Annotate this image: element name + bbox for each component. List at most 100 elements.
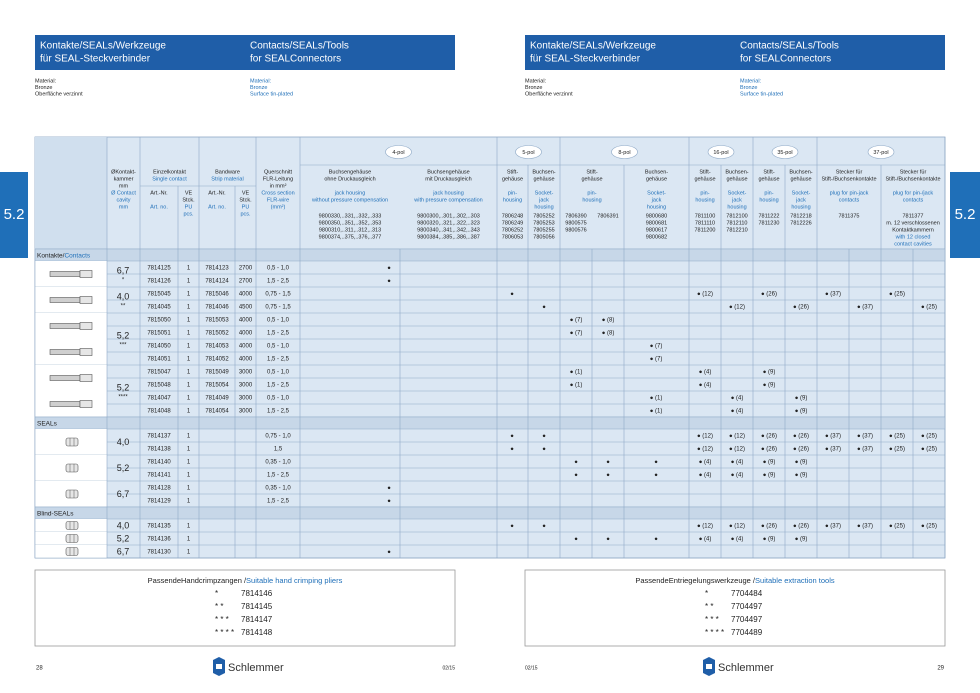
- logo-icon: [213, 657, 715, 676]
- part-number: 7806252: [502, 227, 523, 233]
- pack-unit: 1: [187, 318, 191, 324]
- tool-stars: ***: [119, 343, 127, 349]
- fit-mark: ● (37): [825, 434, 841, 440]
- tool-number: 7704497: [731, 602, 763, 611]
- fit-mark: ●: [542, 447, 546, 453]
- tool-number: 7814147: [241, 615, 273, 624]
- cross-section: 0,75 - 1,5: [265, 305, 291, 311]
- title-en: Contacts/SEALs/Tools: [250, 41, 349, 52]
- fit-mark: ● (1): [570, 383, 583, 389]
- part-number: 9800340,..341,..342,..343: [417, 227, 480, 233]
- part-number: 7812218: [790, 213, 811, 219]
- contact-body: [49, 401, 81, 407]
- part-number: 7812210: [726, 227, 747, 233]
- section-tab: [0, 172, 28, 258]
- pack-unit: 1: [187, 473, 191, 479]
- product-image: [49, 348, 93, 356]
- header-bar: [525, 35, 945, 70]
- cross-section: 0,5 - 1,0: [267, 266, 290, 272]
- tools-title-en: Suitable hand crimping pliers: [246, 576, 343, 585]
- sub-head-en: PU: [242, 204, 250, 210]
- seal-body: [65, 489, 79, 499]
- pack-unit: 1: [187, 396, 191, 402]
- sub-head-de: Art.-Nr.: [150, 190, 168, 196]
- fit-mark: ● (9): [795, 537, 808, 543]
- column-head-en: Socket-: [647, 190, 666, 196]
- section-row: [35, 507, 945, 519]
- sub-head-de: VE: [242, 190, 250, 196]
- strip-pack-unit: 4000: [239, 292, 253, 298]
- fit-mark: ●: [387, 499, 391, 505]
- strip-article-number: 7814046: [205, 305, 229, 311]
- product-image: [65, 547, 79, 556]
- column-head-en: plug for pin-/jack: [893, 190, 934, 196]
- tool-stars: *: [215, 589, 218, 598]
- column-head-de: Stift-: [586, 169, 597, 175]
- cavity-diameter: 5,2: [117, 382, 130, 392]
- cross-section: 1,5 - 2,5: [267, 499, 290, 505]
- column-head-en: (mm²): [271, 204, 286, 210]
- fit-mark: ● (37): [857, 305, 873, 311]
- table-frame: [34, 136, 946, 559]
- cross-section: 1,5: [274, 447, 283, 453]
- pack-unit: 1: [187, 524, 191, 530]
- part-number: 9800384,..385,..386,..387: [417, 234, 480, 240]
- tool-stars: * * * *: [215, 628, 234, 637]
- fit-mark: ● (12): [697, 292, 713, 298]
- contact-crimp: [79, 348, 93, 356]
- sub-head-de: Art.-Nr.: [208, 190, 226, 196]
- article-number: 7814125: [147, 266, 171, 272]
- fit-mark: ● (26): [793, 524, 809, 530]
- pack-unit: 1: [187, 550, 191, 556]
- column-head-de: gehäuse: [790, 176, 811, 182]
- column-head-en: jack housing: [432, 190, 464, 196]
- fit-mark: ● (12): [729, 305, 745, 311]
- product-image: [65, 489, 79, 499]
- strip-pack-unit: 2700: [239, 279, 253, 285]
- contact-crimp: [79, 322, 93, 330]
- article-number: 7814051: [147, 357, 171, 363]
- product-image: [49, 322, 93, 330]
- part-number: 9800575: [565, 220, 586, 226]
- fit-mark: ● (25): [889, 434, 905, 440]
- material-en: Bronze: [250, 85, 267, 91]
- cross-section: 1,5 - 2,5: [267, 279, 290, 285]
- section-tab-label: 5.2: [955, 206, 976, 223]
- column-head-en: housing: [534, 204, 553, 210]
- strip-article-number: 7815054: [205, 383, 229, 389]
- fit-mark: ●: [387, 266, 391, 272]
- fit-mark: ●: [510, 447, 514, 453]
- part-number: 7812110: [726, 220, 747, 226]
- fit-mark: ●: [542, 524, 546, 530]
- fit-mark: ●: [387, 486, 391, 492]
- cavity-diameter: 6,7: [117, 489, 130, 499]
- tools-box: [34, 569, 456, 647]
- article-number: 7814126: [147, 279, 171, 285]
- fit-mark: ●: [654, 473, 658, 479]
- column-head-en: Socket-: [792, 190, 811, 196]
- title-de: Kontakte/SEALs/Werkzeuge: [530, 41, 656, 52]
- article-number: 7814129: [147, 499, 171, 505]
- material-en: Material:: [740, 78, 762, 84]
- article-number: 7814048: [147, 409, 171, 415]
- part-number: 9800681: [646, 220, 667, 226]
- tool-stars: **: [121, 304, 126, 310]
- article-number: 7815047: [147, 370, 171, 376]
- column-head-en: Single contact: [152, 176, 187, 182]
- product-image: [49, 296, 93, 304]
- column-head-en: Socket-: [728, 190, 747, 196]
- part-number: m. 12 verschlossenen: [886, 220, 940, 226]
- column-head-en: housing: [759, 197, 778, 203]
- seal-body: [65, 534, 79, 543]
- cavity-diameter: 5,2: [117, 533, 130, 543]
- material-de: Bronze: [525, 85, 542, 91]
- fit-mark: ● (9): [795, 460, 808, 466]
- part-number: 7805253: [533, 220, 554, 226]
- strip-article-number: 7814052: [205, 357, 229, 363]
- material-de: Material:: [525, 78, 547, 84]
- pack-unit: 1: [187, 279, 191, 285]
- tool-stars: * * *: [705, 615, 719, 624]
- fit-mark: ● (7): [650, 357, 663, 363]
- column-head-de: gehäuse: [502, 176, 523, 182]
